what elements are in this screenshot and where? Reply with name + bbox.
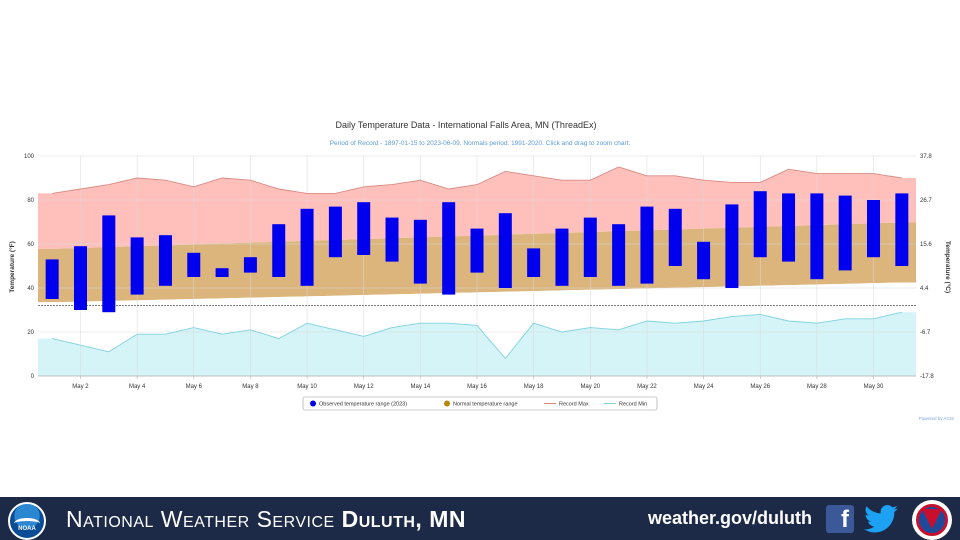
observed-bar[interactable] <box>357 202 371 255</box>
x-tick-label: May 6 <box>186 384 203 390</box>
observed-bar[interactable] <box>385 217 399 262</box>
x-tick-label: May 20 <box>580 384 600 390</box>
observed-bar[interactable] <box>555 228 569 286</box>
observed-bar[interactable] <box>215 268 229 277</box>
nws-logo-icon <box>912 500 952 540</box>
x-tick-label: May 10 <box>297 384 317 390</box>
observed-bar[interactable] <box>300 208 314 286</box>
legend-item-record-min[interactable]: Record Min <box>604 402 647 408</box>
observed-bar[interactable] <box>187 252 201 277</box>
observed-bar[interactable] <box>838 195 852 271</box>
y-tick-label-right: 15.6 <box>920 242 932 248</box>
y-axis-left-label: Temperature (°F) <box>8 241 16 293</box>
x-tick-label: May 28 <box>807 384 827 390</box>
y-tick-label-left: 80 <box>27 198 34 204</box>
x-tick-label: May 22 <box>637 384 657 390</box>
legend-item-normal[interactable]: Normal temperature range <box>444 400 518 408</box>
y-tick-label-right: 26.7 <box>920 198 932 204</box>
legend-label-record-max: Record Max <box>559 402 589 408</box>
plot-area[interactable] <box>38 155 916 377</box>
legend-marker-observed <box>310 400 316 407</box>
observed-bar[interactable] <box>272 224 286 277</box>
office-name: Duluth, MN <box>341 506 466 532</box>
y-tick-label-left: 20 <box>27 330 34 336</box>
observed-bar[interactable] <box>328 206 342 258</box>
y-tick-label-right: 37.8 <box>920 154 932 160</box>
x-tick-label: May 8 <box>242 384 259 390</box>
record-min-line <box>52 311 902 360</box>
observed-bar[interactable] <box>243 257 257 273</box>
observed-bar[interactable] <box>612 224 626 286</box>
x-tick-label: May 30 <box>864 384 884 390</box>
y-tick-label-left: 0 <box>31 374 35 380</box>
y-axis-right-label: Temperature (°C) <box>944 241 952 293</box>
observed-bar[interactable] <box>158 235 172 286</box>
observed-bar[interactable] <box>583 217 597 277</box>
twitter-icon[interactable] <box>864 505 898 533</box>
y-tick-label-left: 100 <box>24 154 35 160</box>
x-tick-label: May 16 <box>467 384 487 390</box>
chart-title: Daily Temperature Data - International F… <box>336 120 597 130</box>
observed-bar[interactable] <box>895 193 909 266</box>
observed-bar[interactable] <box>725 204 739 288</box>
powered-by-credit[interactable]: Powered by ACIS <box>919 416 954 421</box>
noaa-logo-text: NOAA <box>18 526 36 532</box>
observed-bar[interactable] <box>442 202 456 295</box>
x-tick-label: May 2 <box>72 384 89 390</box>
y-tick-label-right: 4.4 <box>920 286 929 292</box>
observed-bar[interactable] <box>45 259 59 299</box>
observed-bar[interactable] <box>498 213 512 288</box>
observed-bar[interactable] <box>413 219 427 284</box>
legend-marker-normal <box>444 400 450 407</box>
observed-bar[interactable] <box>782 193 796 262</box>
observed-bar[interactable] <box>640 206 654 284</box>
x-tick-label: May 26 <box>750 384 770 390</box>
observed-bar[interactable] <box>73 246 87 310</box>
observed-bars <box>45 191 909 313</box>
x-tick-label: May 24 <box>694 384 714 390</box>
observed-bar[interactable] <box>130 237 144 295</box>
y-tick-label-right: -6.7 <box>920 330 931 336</box>
legend-label-normal: Normal temperature range <box>453 402 518 408</box>
legend: Observed temperature range (2023) Normal… <box>302 396 658 411</box>
legend-item-observed[interactable]: Observed temperature range (2023) <box>310 400 407 408</box>
noaa-logo-icon: NOAA <box>8 502 46 540</box>
org-name: National Weather Service <box>66 506 335 532</box>
legend-label-observed: Observed temperature range (2023) <box>319 402 407 408</box>
observed-bar[interactable] <box>697 241 711 280</box>
footer-banner: NOAA National Weather Service Duluth, MN… <box>0 497 960 540</box>
y-tick-label-left: 60 <box>27 242 34 248</box>
observed-bar[interactable] <box>527 248 541 277</box>
nws-office-name: National Weather Service Duluth, MN <box>66 506 466 533</box>
y-tick-label-left: 40 <box>27 286 34 292</box>
observed-bar[interactable] <box>470 228 484 273</box>
legend-label-record-min: Record Min <box>619 402 647 408</box>
facebook-icon[interactable]: f <box>826 505 854 533</box>
x-tick-label: May 18 <box>524 384 544 390</box>
observed-bar[interactable] <box>102 215 116 313</box>
x-tick-label: May 14 <box>411 384 431 390</box>
legend-item-record-max[interactable]: Record Max <box>544 402 589 408</box>
observed-bar[interactable] <box>810 193 824 280</box>
x-axis: May 2 May 4 May 6 May 8 May 10 May 12 May 14 Ma… <box>72 376 884 390</box>
observed-bar[interactable] <box>753 191 767 258</box>
x-tick-label: May 12 <box>354 384 374 390</box>
x-tick-label: May 4 <box>129 384 146 390</box>
observed-bar[interactable] <box>668 208 682 266</box>
observed-bar[interactable] <box>867 200 881 258</box>
y-tick-label-right: -17.8 <box>920 374 934 380</box>
website-url[interactable]: weather.gov/duluth <box>648 508 813 528</box>
y-axis-left: 0 20 40 60 80 100 <box>24 154 35 380</box>
temperature-chart[interactable]: Daily Temperature Data - International F… <box>0 110 960 430</box>
legend-box <box>302 396 658 411</box>
record-max-line <box>52 166 902 194</box>
chart-subtitle: Period of Record - 1897-01-15 to 2023-06… <box>330 140 631 147</box>
y-axis-right: -17.8 -6.7 4.4 15.6 26.7 37.8 <box>920 154 934 380</box>
